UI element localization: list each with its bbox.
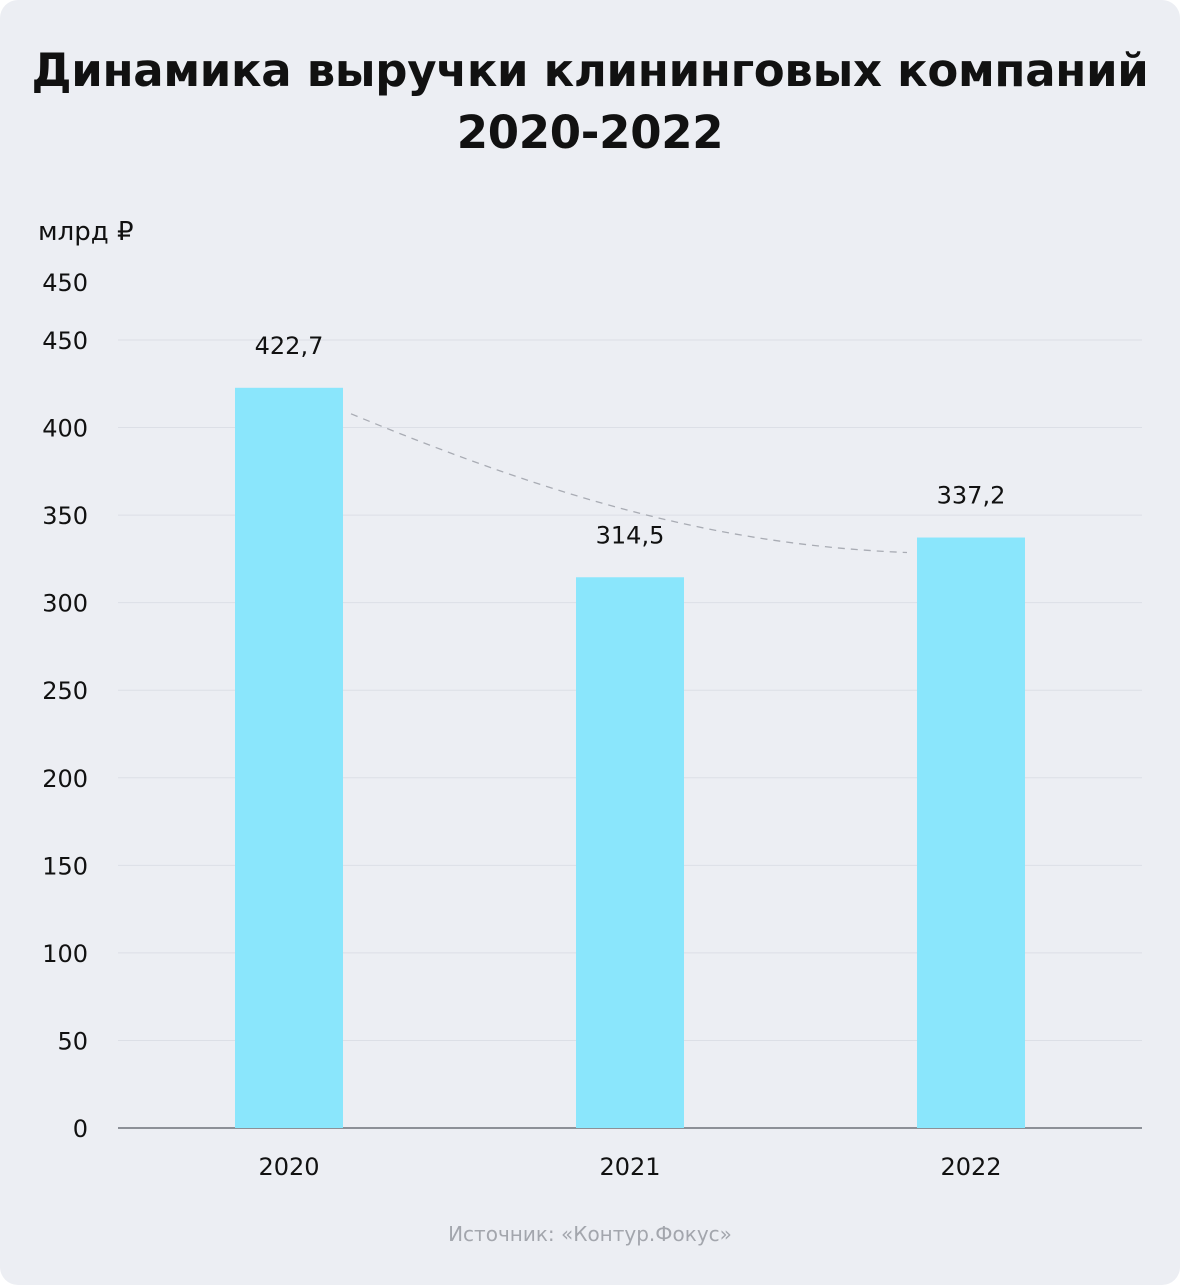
bar-2022	[917, 537, 1025, 1128]
y-tick-label: 350	[42, 502, 88, 530]
y-tick-label: 200	[42, 765, 88, 793]
y-tick-label: 400	[42, 415, 88, 443]
y-axis-label: млрд ₽	[38, 217, 134, 247]
bar-2021	[576, 577, 684, 1128]
y-tick-label: 450	[42, 327, 88, 355]
y-tick-label: 150	[42, 852, 88, 880]
chart-title-line2: 2020-2022	[456, 106, 724, 159]
x-tick-label: 2020	[258, 1153, 319, 1181]
chart-title: Динамика выручки клининговых компаний 20…	[0, 40, 1180, 164]
data-label: 314,5	[596, 521, 665, 549]
y-tick-label: 100	[42, 940, 88, 968]
x-tick-label: 2022	[940, 1153, 1001, 1181]
labels: млрд ₽ 450 0 50 100 150 200 250 300 350 400 450 422,…	[38, 217, 1005, 1181]
y-tick-label-extra: 450	[42, 269, 88, 297]
trend-line	[350, 413, 908, 554]
trend-line-group	[350, 413, 908, 554]
y-tick-label: 300	[42, 590, 88, 618]
bar-2020	[235, 387, 343, 1129]
x-tick-label: 2021	[599, 1153, 660, 1181]
data-label: 422,7	[255, 332, 324, 360]
source-note: Источник: «Контур.Фокус»	[448, 1222, 732, 1246]
y-tick-label: 250	[42, 677, 88, 705]
y-tick-label: 50	[57, 1027, 88, 1055]
y-tick-label: 0	[73, 1115, 88, 1143]
bars	[235, 387, 1025, 1129]
data-label: 337,2	[937, 482, 1006, 510]
chart-title-line1: Динамика выручки клининговых компаний	[31, 44, 1149, 97]
